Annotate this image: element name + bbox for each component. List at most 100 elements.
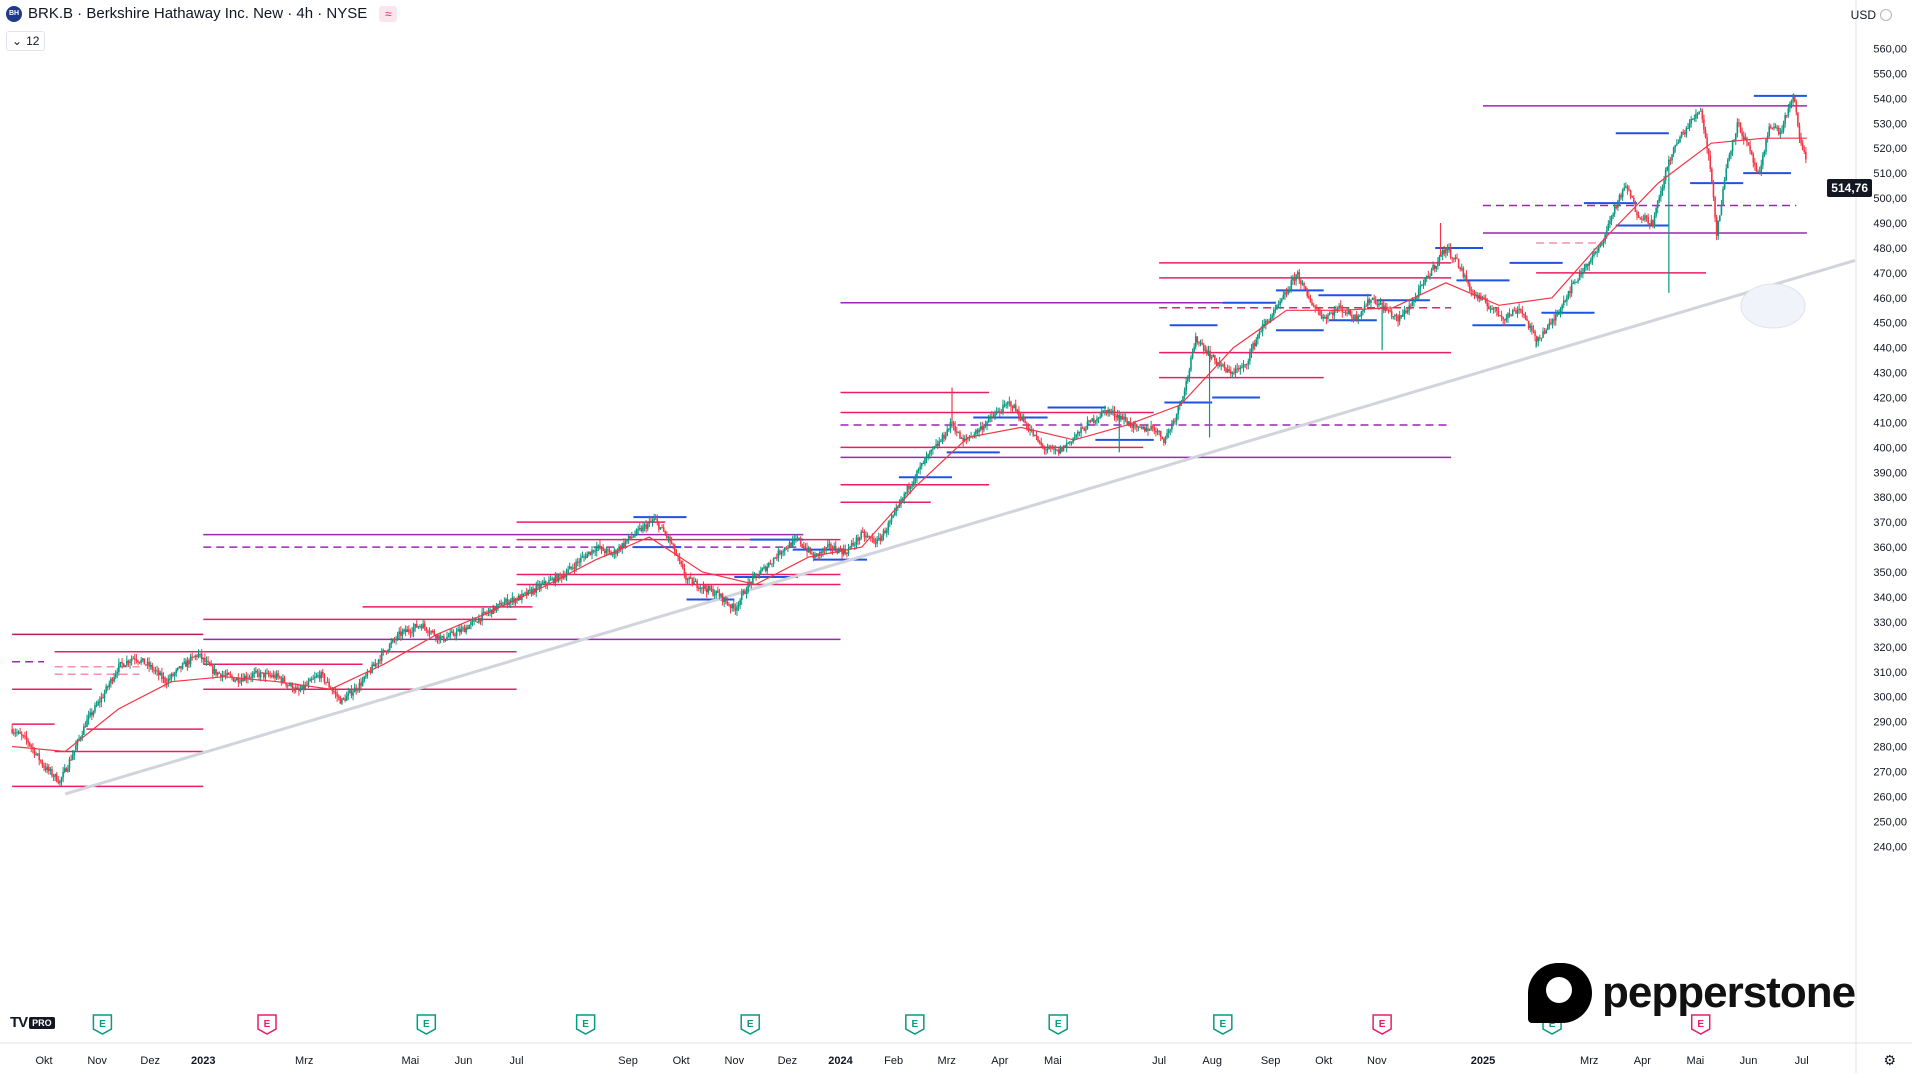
- earnings-label: E: [582, 1019, 589, 1030]
- candle-body: [1276, 304, 1278, 310]
- candle-body: [599, 545, 601, 549]
- candle-body: [1180, 400, 1183, 404]
- candle-body: [363, 676, 365, 681]
- candle-body: [274, 674, 276, 679]
- candle-body: [790, 542, 792, 547]
- candle-body: [470, 622, 472, 626]
- candle-body: [666, 534, 668, 538]
- candle-body: [580, 557, 582, 562]
- candle-body: [1508, 313, 1511, 316]
- candle-body: [1645, 215, 1648, 217]
- waves-icon[interactable]: ≈: [379, 5, 398, 22]
- candle-body: [1448, 248, 1450, 251]
- candle-body: [683, 568, 686, 576]
- earnings-marker[interactable]: E: [1048, 1014, 1068, 1035]
- candle-body: [1113, 410, 1116, 417]
- gear-icon[interactable]: ⚙: [1883, 1052, 1896, 1068]
- candle-body: [1676, 143, 1678, 145]
- candle-body: [1755, 165, 1758, 172]
- candle-body: [882, 530, 885, 536]
- candle-body: [689, 577, 692, 579]
- candle-body: [318, 675, 321, 679]
- candle-body: [215, 669, 217, 675]
- candle-body: [1108, 409, 1111, 413]
- candle-body: [202, 657, 205, 660]
- candle-body: [1038, 441, 1041, 443]
- candle-body: [1411, 302, 1414, 306]
- candle-body: [1010, 401, 1012, 407]
- currency-selector[interactable]: USD: [1851, 8, 1892, 22]
- candle-body: [1193, 346, 1195, 352]
- candle-body: [444, 640, 447, 642]
- candle-body: [489, 609, 491, 612]
- candle-body: [1199, 342, 1202, 344]
- x-tick-label: 2025: [1471, 1055, 1495, 1067]
- candle-body: [208, 662, 211, 666]
- candle-body: [30, 745, 33, 748]
- earnings-marker[interactable]: E: [92, 1014, 113, 1035]
- candle-body: [1073, 437, 1076, 439]
- candle-body: [866, 535, 869, 537]
- candle-body: [1140, 427, 1143, 429]
- candle-body: [229, 674, 232, 676]
- candle-body: [415, 624, 418, 628]
- candle-body: [1000, 412, 1003, 414]
- candle-body: [1672, 147, 1675, 155]
- earnings-marker[interactable]: E: [1372, 1014, 1392, 1035]
- candle-body: [1034, 434, 1036, 436]
- candle-body: [1094, 421, 1097, 423]
- earnings-marker[interactable]: E: [257, 1014, 277, 1035]
- candle-body: [960, 438, 963, 440]
- candle-body: [457, 629, 459, 632]
- indicators-toggle[interactable]: ⌄ 12: [6, 31, 46, 51]
- candle-body: [420, 625, 423, 629]
- candle-body: [433, 631, 436, 636]
- candle-body: [656, 519, 659, 522]
- candle-body: [1572, 282, 1575, 284]
- earnings-label: E: [1055, 1019, 1062, 1030]
- candle-body: [1373, 298, 1375, 300]
- candle-body: [1626, 186, 1629, 190]
- earnings-marker[interactable]: E: [1213, 1014, 1233, 1035]
- x-tick-label: Mrz: [295, 1055, 313, 1067]
- candle-body: [1747, 142, 1750, 146]
- candle-body: [1637, 215, 1640, 218]
- candle-body: [132, 658, 135, 660]
- candle-body: [1338, 305, 1340, 309]
- candle-body: [713, 594, 716, 596]
- candle-body: [200, 653, 203, 660]
- candle-body: [753, 574, 756, 576]
- candle-body: [1408, 305, 1411, 311]
- candle-body: [1582, 272, 1584, 275]
- candle-body: [1574, 282, 1576, 284]
- candle-body: [134, 658, 136, 660]
- candle-body: [384, 650, 386, 652]
- candle-body: [1322, 317, 1324, 319]
- candle-body: [1253, 343, 1256, 347]
- candle-body: [1120, 416, 1122, 420]
- candle-body: [1556, 313, 1559, 315]
- candle-body: [1070, 441, 1073, 443]
- candle-body: [1728, 154, 1731, 160]
- earnings-marker[interactable]: E: [740, 1014, 760, 1035]
- candle-body: [847, 548, 850, 554]
- candle-body: [329, 687, 332, 690]
- earnings-marker[interactable]: E: [905, 1014, 925, 1035]
- candle-body: [1177, 405, 1180, 415]
- candle-body: [1196, 336, 1199, 343]
- candle-body: [352, 692, 354, 696]
- candle-body: [25, 735, 28, 740]
- trendline[interactable]: [64, 258, 1856, 796]
- candle-body: [1035, 434, 1038, 437]
- earnings-marker[interactable]: E: [416, 1014, 437, 1035]
- candle-body: [919, 466, 921, 470]
- candle-body: [377, 659, 380, 664]
- candle-body: [1666, 166, 1669, 170]
- candle-body: [1279, 301, 1281, 305]
- earnings-marker[interactable]: E: [575, 1014, 596, 1035]
- candle-body: [417, 626, 420, 628]
- x-axis: Okt Nov Dez 2023 Mrz Mai Jun Jul Sep Okt Nov Dez 202…: [35, 1055, 1808, 1067]
- candle-body: [1214, 354, 1216, 361]
- earnings-marker[interactable]: E: [1690, 1014, 1711, 1035]
